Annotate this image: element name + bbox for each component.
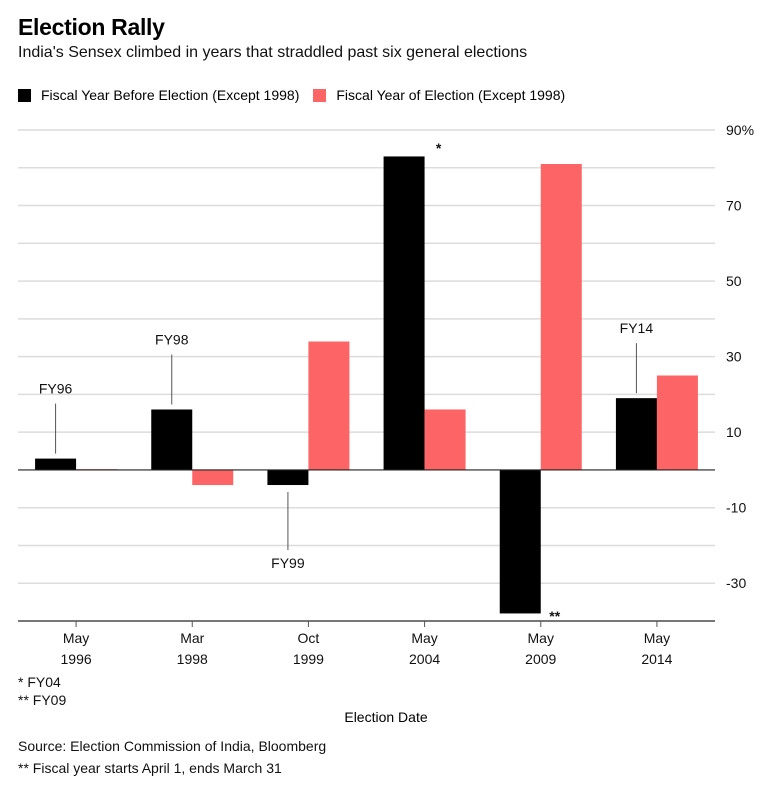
x-tick-label: May — [63, 630, 89, 646]
callout-label: FY98 — [155, 331, 189, 347]
x-tick-label: 1999 — [293, 651, 324, 667]
y-tick-label: 50 — [726, 273, 742, 289]
footnote-fy09: ** FY09 — [18, 692, 67, 708]
x-tick-label: Mar — [180, 630, 204, 646]
legend-label-of: Fiscal Year of Election (Except 1998) — [336, 87, 566, 103]
bar-before-2 — [267, 469, 309, 486]
x-tick-label: May — [411, 630, 437, 646]
y-tick-label: -10 — [726, 500, 746, 516]
footnote-marker: ** — [549, 608, 560, 624]
legend-swatch-before — [18, 88, 31, 102]
callout-label: FY96 — [39, 381, 73, 397]
chart-title: Election Rally — [18, 14, 165, 40]
x-tick-label: 2004 — [409, 651, 440, 667]
legend: Fiscal Year Before Election (Except 1998… — [18, 87, 579, 103]
legend-item-before: Fiscal Year Before Election (Except 1998… — [18, 87, 299, 103]
y-tick-label: -30 — [726, 575, 746, 591]
y-tick-label: 30 — [726, 349, 742, 365]
bar-before-4 — [499, 469, 541, 614]
x-tick-label: Oct — [298, 630, 320, 646]
bar-of-3 — [424, 409, 466, 470]
bar-before-5 — [615, 398, 657, 470]
footnote-marker: * — [436, 140, 442, 156]
x-tick-label: 1996 — [61, 651, 92, 667]
footnote-fy04: * FY04 — [18, 674, 61, 690]
bar-of-4 — [540, 163, 582, 470]
bar-before-3 — [383, 156, 425, 470]
x-tick-label: 2014 — [641, 651, 672, 667]
y-tick-label: 70 — [726, 198, 742, 214]
bar-of-5 — [656, 375, 698, 470]
x-tick-label: May — [528, 630, 554, 646]
y-tick-label: 10 — [726, 424, 742, 440]
bar-before-0 — [35, 458, 77, 470]
legend-swatch-of — [313, 88, 327, 102]
x-axis-title: Election Date — [344, 709, 428, 725]
fiscal-year-note: ** Fiscal year starts April 1, ends Marc… — [18, 760, 282, 776]
bar-of-2 — [308, 341, 350, 470]
x-tick-label: 1998 — [177, 651, 208, 667]
bar-of-1 — [192, 469, 234, 486]
source-note: Source: Election Commission of India, Bl… — [18, 738, 327, 754]
chart-subtitle: India's Sensex climbed in years that str… — [18, 44, 528, 61]
legend-item-of: Fiscal Year of Election (Except 1998) — [313, 87, 565, 103]
callout-label: FY14 — [620, 320, 654, 336]
legend-label-before: Fiscal Year Before Election (Except 1998… — [41, 87, 300, 103]
bar-before-1 — [151, 409, 193, 470]
x-tick-label: 2009 — [525, 651, 556, 667]
x-tick-label: May — [644, 630, 670, 646]
callout-label: FY99 — [271, 555, 305, 571]
y-tick-label: 90% — [726, 122, 754, 138]
